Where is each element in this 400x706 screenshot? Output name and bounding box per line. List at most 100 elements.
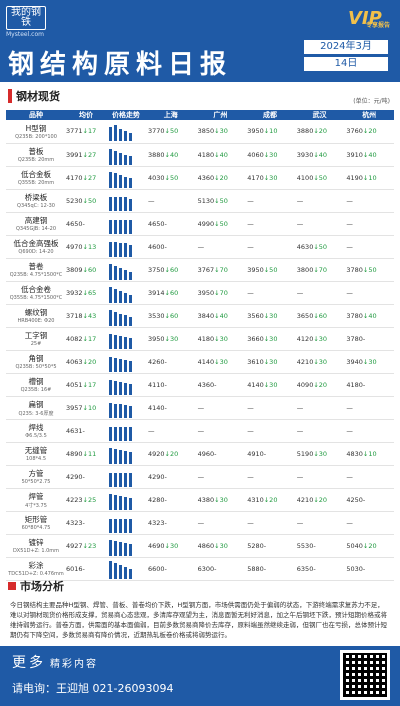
city-change: ↓30: [263, 311, 278, 320]
city-price-cell: 4180↓40: [195, 143, 246, 167]
avg-price: 4082: [66, 334, 83, 343]
product-spec: Q690D: 14-20: [18, 249, 54, 255]
avg-price: 4890: [66, 449, 83, 458]
city-price: 4180: [346, 380, 363, 389]
avg-change: ↓50: [82, 196, 97, 205]
trend-bar: [114, 334, 117, 349]
city-price-cell: 4360↓20: [195, 166, 246, 190]
city-change: -: [164, 495, 167, 504]
trend-bar: [129, 426, 132, 441]
city-price: —: [346, 242, 353, 251]
avg-change: -: [82, 518, 85, 527]
product-name: 无缝管: [24, 446, 48, 455]
vip-badge: VIP 专享报告: [348, 8, 390, 32]
trend-bar: [119, 290, 122, 303]
avg-price-cell: 3932↓65: [66, 281, 106, 305]
product-cell: 焊线 Φ6.5/3.5: [6, 419, 66, 443]
city-price: 4210: [296, 357, 314, 366]
city-change: ↓30: [214, 127, 228, 136]
avg-price: 3991: [66, 150, 83, 159]
trend-bar: [109, 219, 112, 234]
city-change: ↓30: [263, 380, 278, 389]
product-spec: Q345qC: 12-30: [17, 203, 55, 209]
city-change: ↓50: [164, 173, 179, 182]
city-change: ↓30: [313, 334, 328, 343]
city-price: 4210: [296, 495, 314, 504]
trend-bar: [129, 543, 132, 556]
city-change: ↓70: [214, 288, 228, 297]
trend-bar: [114, 494, 117, 510]
city-change: ↓20: [164, 449, 179, 458]
trend-bar: [114, 562, 117, 579]
city-price-cell: 4090↓20: [294, 373, 345, 397]
trend-bar: [114, 241, 117, 257]
qr-code-icon[interactable]: [340, 650, 390, 700]
more-content[interactable]: 更多 精彩内容: [12, 652, 98, 672]
city-price-cell: 6350-: [294, 557, 345, 581]
trend-cell: [106, 511, 146, 535]
trend-cell: [106, 281, 146, 305]
product-cell: 低合金板 Q355B: 20mm: [6, 166, 66, 190]
city-price: 4360: [197, 173, 215, 182]
city-price-cell: 3760↓20: [344, 120, 394, 144]
avg-price: 3809: [66, 265, 83, 274]
city-change: ↓30: [214, 334, 228, 343]
avg-change: -: [82, 426, 85, 435]
trend-bar: [124, 496, 127, 510]
city-price-cell: 5190↓30: [294, 442, 345, 466]
city-price: —: [197, 472, 205, 481]
city-price: 4140: [148, 403, 165, 412]
avg-change: ↓23: [82, 541, 97, 550]
city-price-cell: 4690↓30: [146, 534, 196, 558]
product-cell: 桥梁板 Q345qC: 12-30: [6, 189, 66, 213]
city-price: 5040: [346, 541, 363, 550]
city-price-cell: 3650↓60: [294, 304, 345, 328]
product-spec: Q355B: 4.75*1500*C: [9, 295, 63, 301]
avg-price: 5230: [66, 196, 83, 205]
trend-sparkbars: [109, 260, 143, 280]
product-name: 彩涂: [28, 561, 44, 570]
trend-bar: [129, 133, 132, 142]
table-row: 普卷 Q235B: 4.75*1500*C 3809↓60 3750↓60 3767↓7…: [6, 258, 394, 282]
city-price-cell: —: [245, 235, 295, 259]
product-spec: HRB400E: Φ20: [17, 318, 55, 324]
product-name: 高建钢: [24, 216, 48, 225]
city-change: ↓50: [263, 265, 278, 274]
avg-price: 3957: [66, 403, 83, 412]
trend-cell: [106, 212, 146, 236]
city-price-cell: 4140↓30: [195, 350, 246, 374]
city-price-cell: 4650-: [146, 212, 196, 236]
city-change: ↓30: [313, 449, 328, 458]
avg-price: 4170: [66, 173, 83, 182]
trend-bar: [109, 171, 112, 188]
avg-price-cell: 4650-: [66, 212, 106, 236]
city-price: —: [346, 518, 353, 527]
city-price: 3840: [197, 311, 215, 320]
city-price: 4910: [247, 449, 264, 458]
table-row: 低合金卷 Q355B: 4.75*1500*C 3932↓65 3914↓60 3950…: [6, 281, 394, 305]
trend-cell: [106, 557, 146, 581]
city-price: 4090: [296, 380, 314, 389]
avg-price: 3932: [66, 288, 83, 297]
trend-bar: [114, 311, 117, 326]
trend-bar: [114, 196, 117, 211]
city-price-cell: —: [294, 396, 345, 420]
city-price: —: [296, 472, 304, 481]
city-price-cell: 4170↓30: [245, 166, 295, 190]
table-row: 低合金板 Q355B: 20mm 4170↓27 4030↓50 4360↓20 4170…: [6, 166, 394, 190]
trend-bar: [114, 150, 117, 165]
avg-price-cell: 3718↓43: [66, 304, 106, 328]
report-header: 我的钢铁 Mysteel.com VIP 专享报告 钢结构原料日报 2024年3…: [0, 0, 400, 82]
city-price-cell: 4030↓50: [146, 166, 196, 190]
city-price-cell: 4290-: [146, 465, 196, 489]
trend-cell: [106, 120, 146, 144]
trend-bar: [129, 198, 132, 211]
table-row: H型钢 Q235B: 200*100 3771↓17 3770↓50 3850↓30 39…: [6, 120, 394, 144]
product-cell: 矩形管 60*80*4.75: [6, 511, 66, 535]
avg-price-cell: 6016-: [66, 557, 106, 581]
city-price-cell: 4360-: [195, 373, 246, 397]
city-price-cell: 4060↓30: [245, 143, 295, 167]
table-row: 彩涂 TDC51D+Z: 0.476mm 6016- 6600- 6300- 5880- 6…: [6, 557, 394, 581]
product-spec: 108*4.5: [26, 456, 46, 462]
city-price: 3770: [148, 127, 165, 136]
